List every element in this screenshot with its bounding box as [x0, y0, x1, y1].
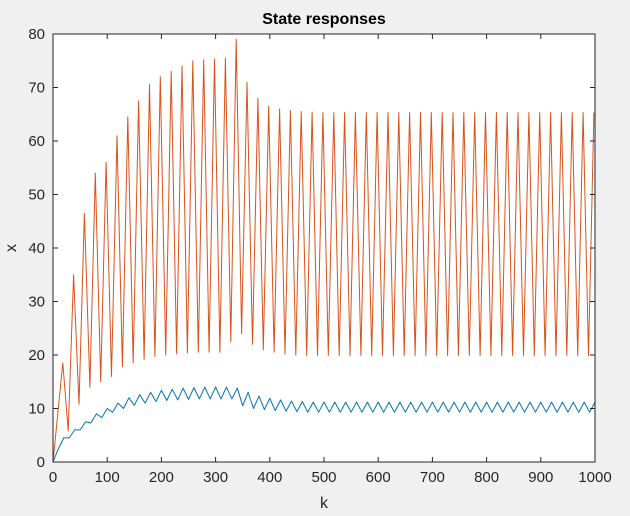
- y-tick-label: 40: [28, 240, 45, 257]
- x-tick-label: 800: [474, 469, 499, 486]
- y-tick-label: 0: [37, 454, 45, 471]
- x-tick-label: 1000: [578, 469, 611, 486]
- plot-area[interactable]: [53, 34, 595, 462]
- y-tick-label: 80: [28, 26, 45, 43]
- y-tick-label: 70: [28, 80, 45, 97]
- series-line-2: [52, 38, 595, 463]
- series-layer: [52, 38, 596, 463]
- y-tick-label: 50: [28, 187, 45, 204]
- x-tick-label: 0: [49, 469, 57, 486]
- x-tick-label: 600: [366, 469, 391, 486]
- ticks-layer: 0 100 200 300 400 500 600 700 800 900 1000 0 10 20 30 4…: [28, 26, 611, 486]
- x-tick-label: 300: [203, 469, 228, 486]
- x-tick-label: 200: [149, 469, 174, 486]
- chart-title: State responses: [262, 11, 386, 28]
- x-tick-label: 500: [311, 469, 336, 486]
- x-axis-label: k: [320, 495, 329, 512]
- y-tick-label: 20: [28, 347, 45, 364]
- x-tick-label: 400: [257, 469, 282, 486]
- x-tick-label: 100: [95, 469, 120, 486]
- y-tick-label: 10: [28, 401, 45, 418]
- x-tick-label: 900: [528, 469, 553, 486]
- series-line-1: [52, 386, 596, 463]
- y-tick-label: 30: [28, 294, 45, 311]
- y-axis-label: x: [3, 244, 20, 252]
- y-tick-label: 60: [28, 133, 45, 150]
- x-tick-label: 700: [420, 469, 445, 486]
